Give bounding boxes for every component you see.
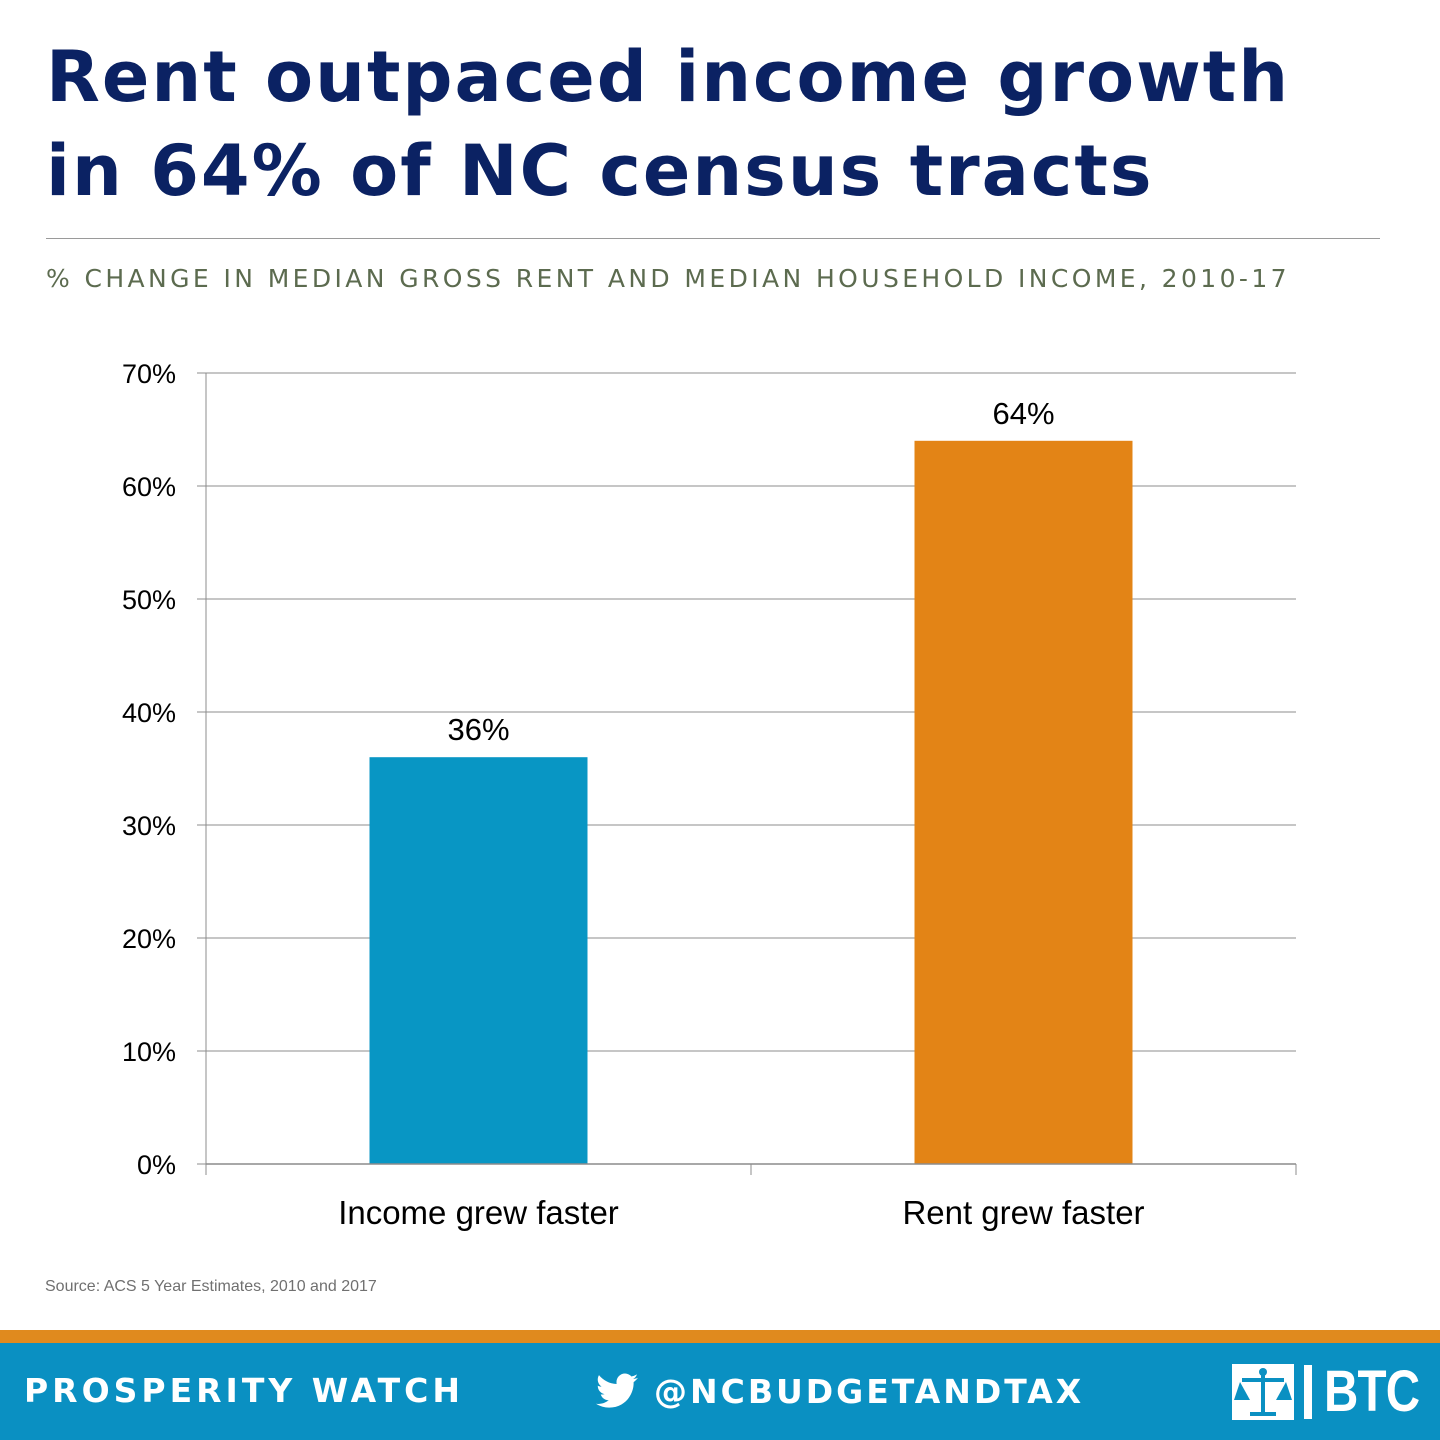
twitter-bird-icon — [596, 1373, 638, 1408]
bar-value-label: 64% — [992, 396, 1054, 431]
btc-logo: BTC — [1232, 1361, 1440, 1423]
bar — [369, 757, 588, 1164]
twitter-handle: @NCBUDGETANDTAX — [654, 1371, 1085, 1411]
y-tick-label: 0% — [137, 1150, 176, 1180]
bar-chart: 0% 10% 20% 30% 40% 50% 60% 70% 36% Income grew fa… — [122, 359, 1297, 1231]
title-divider — [46, 238, 1380, 239]
x-category-label: Rent grew faster — [902, 1194, 1144, 1231]
y-tick-label: 20% — [122, 924, 176, 954]
twitter-handle-group: @NCBUDGETANDTAX — [596, 1369, 1084, 1413]
y-tick-label: 30% — [122, 811, 176, 841]
btc-logo-text: BTC — [1324, 1359, 1420, 1424]
y-tick-label: 50% — [122, 585, 176, 615]
chart-title-line-2: in 64% of NC census tracts — [46, 130, 1154, 212]
scales-of-justice-icon — [1232, 1364, 1294, 1420]
logo-separator — [1304, 1365, 1312, 1419]
y-tick-label: 70% — [122, 359, 176, 389]
x-category-label: Income grew faster — [338, 1194, 619, 1231]
y-tick-label: 40% — [122, 698, 176, 728]
y-tick-label: 60% — [122, 472, 176, 502]
chart-title-line-1: Rent outpaced income growth — [46, 36, 1291, 118]
chart-subtitle: % CHANGE IN MEDIAN GROSS RENT AND MEDIAN… — [46, 264, 1290, 293]
source-note: Source: ACS 5 Year Estimates, 2010 and 2… — [45, 1278, 377, 1295]
chart-title: Rent outpaced income growth in 64% of NC… — [46, 30, 1426, 218]
footer-bar: PROSPERITY WATCH @NCBUDGETANDTAX BTC — [0, 1343, 1440, 1440]
y-tick-label: 10% — [122, 1037, 176, 1067]
prosperity-watch-label: PROSPERITY WATCH — [24, 1371, 464, 1410]
bar-value-label: 36% — [447, 712, 509, 747]
bar — [914, 440, 1133, 1164]
footer-accent-band — [0, 1330, 1440, 1343]
